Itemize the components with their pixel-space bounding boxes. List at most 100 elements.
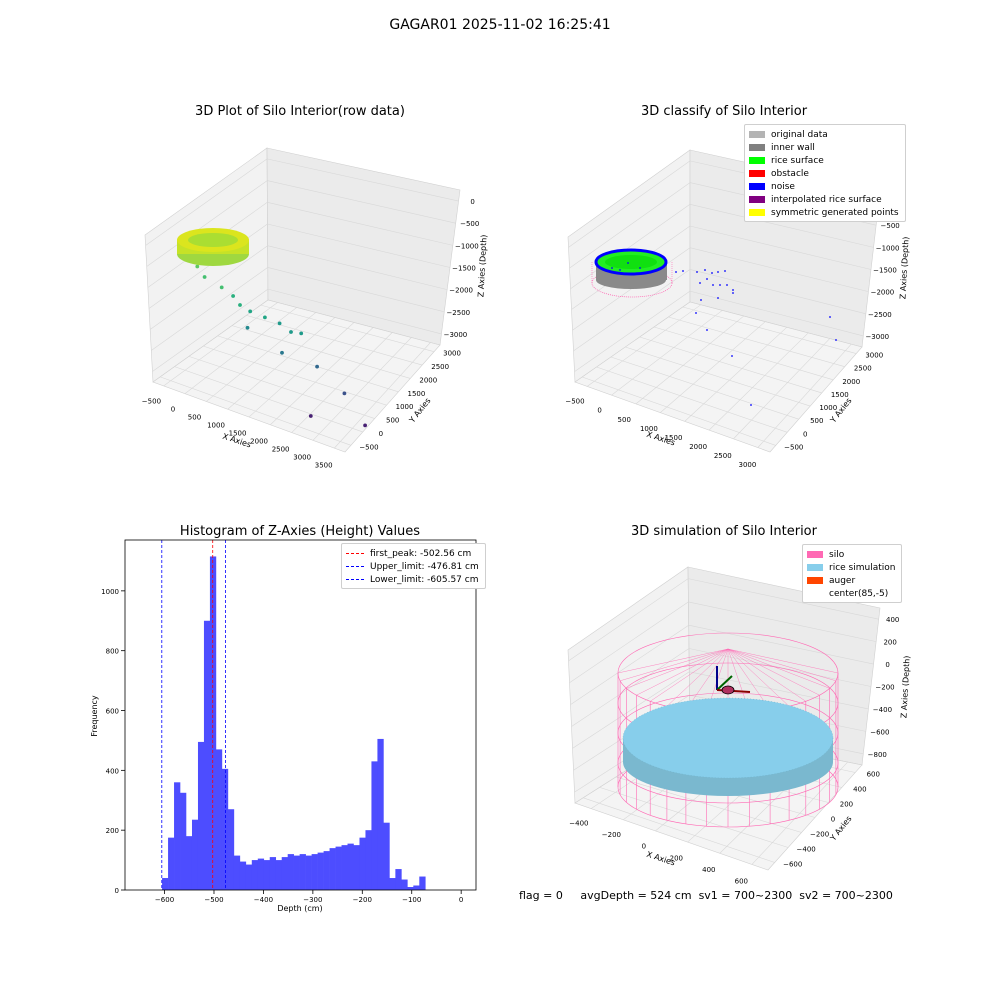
- noise-point: [829, 316, 831, 318]
- y-tick-label: 0: [379, 430, 383, 438]
- noise-point: [619, 269, 621, 271]
- histogram-bar: [383, 822, 390, 890]
- y-tick-label: 600: [867, 771, 880, 779]
- x-tick-label: −500: [204, 896, 223, 904]
- noise-point: [695, 312, 697, 314]
- histogram-bar: [293, 855, 300, 890]
- noise-point: [639, 267, 641, 269]
- histogram-bar: [257, 858, 265, 890]
- z-tick-label: −500: [881, 222, 900, 230]
- histogram-bar: [395, 869, 402, 890]
- legend-swatch: [807, 590, 823, 597]
- x-tick-label: 0: [597, 407, 601, 415]
- histogram-bar: [191, 819, 199, 890]
- noise-point: [696, 271, 698, 273]
- legend-label: noise: [771, 181, 795, 192]
- y-tick-label: 400: [106, 767, 119, 775]
- x-tick-label: 1000: [640, 425, 658, 433]
- legend-label: rice simulation: [829, 562, 896, 573]
- legend-swatch: [807, 551, 823, 558]
- x-tick-label: 2500: [272, 446, 290, 454]
- histogram-bar: [299, 854, 306, 890]
- y-tick-label: 1500: [831, 391, 849, 399]
- silo-roof-line: [666, 648, 729, 707]
- histogram-bar: [233, 855, 241, 890]
- scatter-point: [280, 350, 284, 355]
- legend-swatch: [749, 144, 765, 151]
- noise-point: [611, 267, 613, 269]
- scatter-point: [315, 364, 319, 369]
- panel3-title: Histogram of Z-Axies (Height) Values: [179, 524, 421, 539]
- legend-label: interpolated rice surface: [771, 194, 882, 205]
- grid-line: [246, 315, 423, 366]
- noise-point: [700, 299, 702, 301]
- z-tick-label: −2000: [871, 289, 895, 297]
- z-tick-label: 0: [885, 661, 889, 669]
- scatter-point: [263, 315, 267, 320]
- panel3-xlabel: Depth (cm): [277, 904, 322, 913]
- grid-line: [231, 325, 411, 379]
- y-tick-label: 0: [803, 430, 807, 438]
- y-tick-label: 3000: [443, 350, 461, 358]
- x-tick-label: 500: [188, 413, 201, 421]
- panel4-legend: silo rice simulation auger center(85,-5): [802, 544, 903, 603]
- legend-swatch: [346, 579, 364, 580]
- histogram-bar: [239, 861, 247, 890]
- legend-label: Upper_limit: -476.81 cm: [370, 561, 479, 572]
- z-tick-label: −400: [873, 706, 892, 714]
- y-tick-label: −200: [810, 831, 829, 839]
- grid-line: [596, 366, 788, 433]
- grid-line: [689, 247, 869, 292]
- scatter-point: [289, 330, 293, 334]
- y-tick-label: 500: [386, 417, 399, 425]
- panel4-rice-top: [623, 698, 833, 778]
- z-tick-label: 200: [883, 639, 896, 647]
- histogram-bar: [186, 836, 193, 890]
- grid-line: [568, 578, 689, 662]
- grid-line: [639, 336, 822, 394]
- noise-point: [724, 270, 726, 272]
- silo-roof-line: [727, 648, 830, 689]
- legend-label: silo: [829, 549, 845, 560]
- grid-line: [174, 366, 363, 433]
- histogram-bar: [347, 843, 354, 890]
- histogram-bar: [311, 854, 318, 890]
- grid-line: [587, 304, 701, 387]
- y-tick-label: 1000: [396, 403, 414, 411]
- x-tick-label: −200: [602, 831, 621, 839]
- x-tick-label: 2000: [250, 438, 268, 446]
- grid-line: [568, 160, 691, 248]
- legend-swatch: [807, 577, 823, 584]
- panel3-histogram: −600 −500 −400 −300 −200 −100 0 0 200 400 600 800 1…: [90, 539, 477, 913]
- noise-point: [731, 355, 733, 357]
- panel4-xlabel: X Axies: [645, 850, 676, 868]
- grid-line: [267, 267, 445, 313]
- z-tick-label: −2500: [446, 309, 470, 317]
- grid-line: [708, 332, 809, 431]
- x-tick-label: 600: [735, 878, 748, 886]
- noise-point: [706, 329, 708, 331]
- grid-line: [227, 317, 336, 410]
- panel3-yticks: 0 200 400 600 800 1000: [101, 588, 125, 895]
- grid-line: [582, 376, 776, 446]
- avg-depth-text: avgDepth = 524 cm: [580, 889, 692, 902]
- scatter-point: [363, 423, 367, 428]
- silo-roof-line: [620, 648, 729, 681]
- noise-point: [835, 339, 837, 341]
- y-tick-label: −600: [783, 861, 802, 869]
- grid-line: [583, 797, 775, 863]
- grid-line: [270, 327, 374, 425]
- grid-line: [682, 306, 857, 354]
- legend-label: Lower_limit: -605.57 cm: [370, 574, 479, 585]
- silo-roof-line: [727, 648, 790, 707]
- panel1-ring: [177, 228, 249, 266]
- panel1-points: [195, 264, 367, 428]
- noise-point: [750, 404, 752, 406]
- legend-swatch: [807, 564, 823, 571]
- histogram-bar: [323, 851, 330, 890]
- noise-point: [704, 269, 706, 271]
- panel2-zlabel: Z Axies (Depth): [898, 236, 910, 299]
- y-tick-label: 800: [106, 648, 119, 656]
- grid-line: [757, 343, 852, 448]
